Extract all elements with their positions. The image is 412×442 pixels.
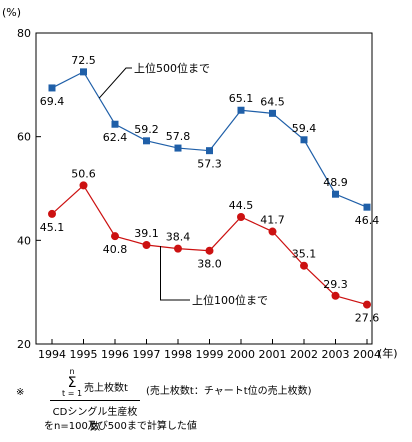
data-label: 38.0: [197, 258, 222, 271]
data-point: [142, 240, 151, 249]
x-tick-label: 2004: [353, 348, 381, 361]
x-tick-label: 1995: [70, 348, 98, 361]
x-tick-label: 2002: [290, 348, 318, 361]
data-label: 27.6: [355, 312, 380, 325]
data-point: [48, 84, 56, 92]
data-label: 72.5: [71, 54, 96, 67]
data-point: [80, 68, 87, 76]
data-label: 50.6: [71, 167, 96, 180]
x-tick-label: 2003: [322, 348, 350, 361]
data-point: [111, 120, 119, 128]
data-label: 64.5: [260, 95, 285, 108]
series-leader-line: [98, 67, 132, 99]
sigma-upper-limit: n: [69, 367, 75, 376]
data-label: 65.1: [229, 92, 254, 105]
data-label: 29.3: [323, 278, 348, 291]
footnote-formula: n Σ t = 1 売上枚数t CDシングル生産枚数: [50, 368, 140, 433]
data-point: [331, 291, 340, 300]
numerator-text: 売上枚数t: [84, 383, 128, 394]
data-label: 35.1: [292, 248, 317, 261]
data-point: [237, 106, 245, 114]
data-point: [300, 261, 308, 270]
x-axis: 1994 1995 1996 1997 1998 1999 2000 2001 2002 2003…: [38, 339, 381, 361]
data-label: 59.4: [292, 122, 317, 135]
x-tick-label: 1998: [164, 348, 192, 361]
y-axis-label: (%): [2, 6, 21, 19]
series-top500: 69.4 72.5 62.4 59.2 57.8 57.3 65.1 64.5 59.4 48.9…: [40, 54, 380, 227]
series-layer: 69.4 72.5 62.4 59.2 57.8 57.3 65.1 64.5 59.4 48.9…: [40, 54, 380, 325]
x-axis-label: (年): [378, 346, 398, 360]
data-label: 44.5: [229, 199, 254, 212]
data-label: 39.1: [134, 227, 159, 240]
denominator-text: CDシングル生産枚数: [52, 407, 138, 433]
sigma-lower-limit: t = 1: [62, 389, 83, 398]
footnote-line2: をn=100及び500まで計算した値: [44, 421, 197, 432]
series-line: [51, 184, 368, 306]
data-label: 62.4: [103, 131, 128, 144]
fraction-bar: [50, 400, 140, 401]
data-point: [174, 244, 182, 253]
data-point: [332, 190, 339, 198]
formula-numerator: n Σ t = 1 売上枚数t: [50, 368, 140, 398]
data-label: 57.8: [166, 130, 191, 143]
data-label: 48.9: [323, 176, 348, 189]
series-top100: 45.1 50.6 40.8 39.1 38.4 38.0 44.5 41.7 35.1 29.3…: [40, 167, 380, 324]
y-tick-label: 20: [17, 338, 31, 351]
data-point: [79, 181, 88, 190]
data-point: [363, 203, 371, 211]
data-label: 45.1: [40, 221, 65, 234]
y-tick-label: 80: [17, 27, 31, 40]
x-tick-label: 1999: [196, 348, 224, 361]
data-label: 40.8: [103, 243, 128, 256]
data-point: [268, 227, 277, 236]
data-label: 46.4: [355, 214, 380, 227]
data-point: [48, 209, 56, 218]
data-label: 59.2: [134, 123, 159, 136]
x-tick-label: 2001: [259, 348, 287, 361]
data-label: 57.3: [197, 158, 222, 171]
data-point: [205, 246, 214, 255]
series-leader-line: [160, 245, 190, 301]
plot-frame: [35, 32, 373, 345]
data-label: 38.4: [166, 231, 191, 244]
series-line: [51, 71, 368, 208]
data-point: [269, 109, 276, 117]
x-tick-label: 1997: [133, 348, 161, 361]
series-name-label: 上位100位まで: [192, 293, 268, 307]
data-point: [237, 213, 245, 222]
footnote-marker: ※: [16, 387, 25, 398]
footnote-definition: (売上枚数t：チャートt位の売上枚数): [146, 386, 312, 397]
data-point: [111, 232, 119, 241]
y-tick-label: 60: [17, 131, 31, 144]
data-point: [206, 147, 213, 155]
x-tick-label: 1996: [101, 348, 129, 361]
data-label: 69.4: [40, 95, 65, 108]
series-name-label: 上位500位まで: [134, 61, 210, 75]
x-tick-label: 1994: [38, 348, 66, 361]
sigma-symbol: n Σ t = 1: [62, 367, 83, 398]
data-point: [143, 137, 150, 145]
data-point: [363, 300, 371, 309]
data-point: [300, 136, 308, 144]
data-point: [174, 144, 182, 152]
y-tick-label: 40: [17, 234, 31, 247]
x-tick-label: 2000: [227, 348, 255, 361]
y-axis: 20 40 60 80: [17, 27, 41, 351]
data-label: 41.7: [260, 214, 285, 227]
